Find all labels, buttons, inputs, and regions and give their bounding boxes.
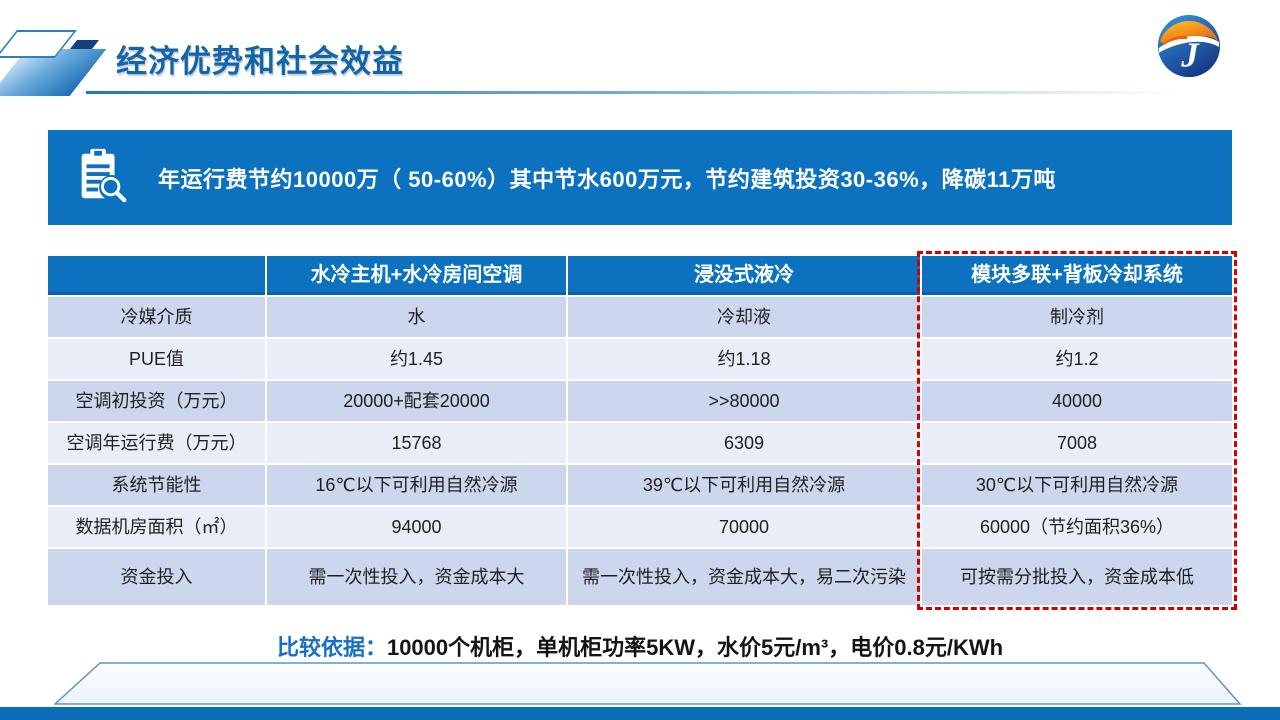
table-cell: 6309 xyxy=(568,423,920,463)
table-cell: 16℃以下可利用自然冷源 xyxy=(267,465,566,505)
comparison-basis-note: 比较依据：10000个机柜，单机柜功率5KW，水价5元/m³，电价0.8元/KW… xyxy=(0,630,1280,662)
table-cell: >>80000 xyxy=(568,381,920,421)
row-label: 冷媒介质 xyxy=(48,297,265,337)
bottom-trapezoid-decoration xyxy=(53,662,1242,706)
row-label: 资金投入 xyxy=(48,549,265,605)
table-cell: 94000 xyxy=(267,507,566,547)
key-message-banner: 年运行费节约10000万（ 50-60%）其中节水600万元，节约建筑投资30-… xyxy=(48,130,1232,225)
company-logo-icon: J xyxy=(1156,13,1222,79)
table-cell: 70000 xyxy=(568,507,920,547)
table-cell: 需一次性投入，资金成本大 xyxy=(267,549,566,605)
table-cell: 冷却液 xyxy=(568,297,920,337)
clipboard-search-icon xyxy=(72,146,130,209)
table-cell: 需一次性投入，资金成本大，易二次污染 xyxy=(568,549,920,605)
row-label: 系统节能性 xyxy=(48,465,265,505)
table-cell: 15768 xyxy=(267,423,566,463)
table-cell: 约1.2 xyxy=(922,339,1232,379)
table-cell: 水 xyxy=(267,297,566,337)
table-header-col2: 浸没式液冷 xyxy=(568,256,920,295)
table-cell: 20000+配套20000 xyxy=(267,381,566,421)
row-label: 空调年运行费（万元） xyxy=(48,423,265,463)
table-cell: 60000（节约面积36%） xyxy=(922,507,1232,547)
row-label: PUE值 xyxy=(48,339,265,379)
banner-text: 年运行费节约10000万（ 50-60%）其中节水600万元，节约建筑投资30-… xyxy=(158,166,1056,192)
row-label: 空调初投资（万元） xyxy=(48,381,265,421)
bottom-blue-bar xyxy=(0,707,1280,720)
table-cell: 约1.45 xyxy=(267,339,566,379)
page-title: 经济优势和社会效益 xyxy=(116,44,404,79)
table-cell: 30℃以下可利用自然冷源 xyxy=(922,465,1232,505)
comparison-table: 水冷主机+水冷房间空调 浸没式液冷 模块多联+背板冷却系统 冷媒介质 水 冷却液… xyxy=(48,251,1237,610)
table-cell: 可按需分批投入，资金成本低 xyxy=(922,549,1232,605)
table-cell: 7008 xyxy=(922,423,1232,463)
row-label: 数据机房面积（㎡） xyxy=(48,507,265,547)
note-label: 比较依据： xyxy=(276,635,387,660)
table-header-blank xyxy=(48,256,265,295)
table-cell: 约1.18 xyxy=(568,339,920,379)
note-text: 10000个机柜，单机柜功率5KW，水价5元/m³，电价0.8元/KWh xyxy=(386,635,1004,660)
table-header-col3: 模块多联+背板冷却系统 xyxy=(922,256,1232,295)
table-cell: 40000 xyxy=(922,381,1232,421)
title-underline xyxy=(86,91,1238,94)
table-cell: 39℃以下可利用自然冷源 xyxy=(568,465,920,505)
table-cell: 制冷剂 xyxy=(922,297,1232,337)
svg-text:J: J xyxy=(1180,35,1200,74)
table-header-col1: 水冷主机+水冷房间空调 xyxy=(267,256,566,295)
